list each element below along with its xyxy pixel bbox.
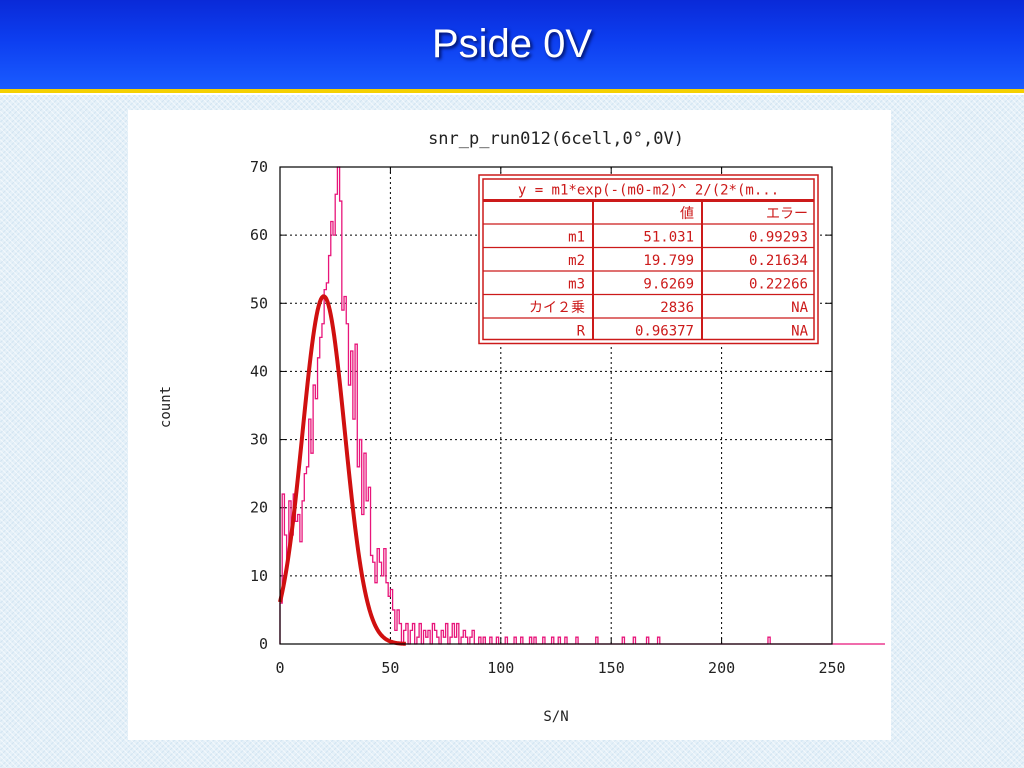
fit-table-cell: NA [791,324,808,340]
chart-title: snr_p_run012(6cell,0°,0V) [428,129,684,149]
x-tick-label: 100 [487,659,514,677]
fit-table-header: 値 [680,206,694,222]
fit-table-border [482,178,815,341]
x-tick-label: 200 [708,659,735,677]
fit-table-cell: 0.99293 [749,230,808,246]
y-tick-label: 50 [250,294,268,312]
x-tick-label: 50 [381,659,399,677]
fit-table-cell: m1 [568,230,585,246]
y-tick-label: 40 [250,362,268,380]
slide-header: Pside 0V [0,0,1024,93]
x-axis-label: S/N [543,709,568,725]
fit-table-frame [478,174,819,345]
fit-table-cell: 51.031 [643,230,694,246]
plot-frame [279,166,833,645]
fit-table-cell: 0.21634 [749,253,808,269]
fit-table-cell: 2836 [660,300,694,316]
header-divider [0,93,1024,95]
fit-table-cell: 9.6269 [643,277,694,293]
slide-title: Pside 0V [431,22,593,66]
fit-table-header: エラー [766,206,808,222]
fit-table-cell: カイ２乗 [529,300,585,316]
fit-table-cell: m3 [568,277,585,293]
fit-formula: y = m1*exp(-(m0-m2)^ 2/(2*(m... [518,183,779,199]
y-tick-label: 60 [250,226,268,244]
fit-table-cell: 19.799 [643,253,694,269]
y-tick-label: 30 [250,431,268,449]
chart-panel: snr_p_run012(6cell,0°,0V) count S/N 0 50 1… [128,110,891,740]
fit-table-cell: R [577,324,586,340]
y-tick-label: 70 [250,158,268,176]
y-tick-label: 0 [259,635,268,653]
x-tick-label: 0 [275,659,284,677]
fit-table-cell: NA [791,300,808,316]
histogram-chart: snr_p_run012(6cell,0°,0V) count S/N 0 50 1… [158,129,885,725]
x-tick-label: 250 [818,659,845,677]
fit-table-cell: 0.22266 [749,277,808,293]
x-tick-label: 150 [598,659,625,677]
gaussian-fit-curve [278,294,407,646]
fit-table-cell: 0.96377 [635,324,694,340]
y-tick-label: 10 [250,567,268,585]
fit-table-cell: m2 [568,253,585,269]
y-tick-label: 20 [250,499,268,517]
y-axis-label: count [158,386,174,428]
